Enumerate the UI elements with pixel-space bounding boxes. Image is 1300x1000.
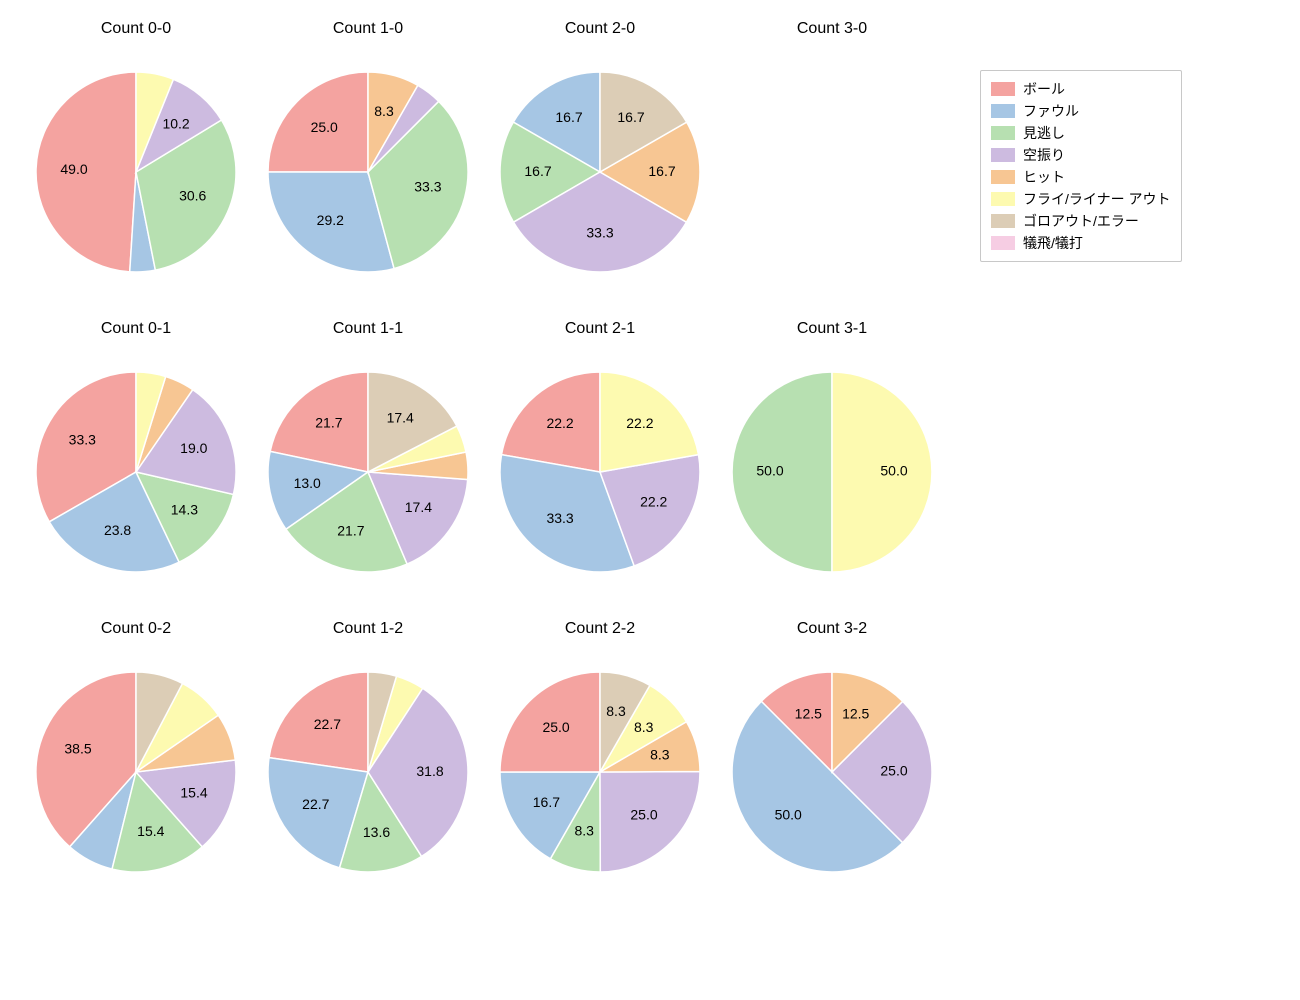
legend-item: ファウル <box>991 101 1171 121</box>
pie-holder: 16.7 16.7 33.3 16.7 16.7 <box>460 32 740 312</box>
pie-slice-label: 16.7 <box>617 109 644 125</box>
legend-label: ゴロアウト/エラー <box>1023 211 1139 231</box>
legend-label: 見逃し <box>1023 123 1065 143</box>
pie-holder: 12.5 50.0 25.0 12.5 <box>692 632 972 912</box>
pie-slice-label: 33.3 <box>546 510 573 526</box>
legend-label: ファウル <box>1023 101 1079 121</box>
pie-panel: Count 3-212.550.025.012.5 <box>716 620 948 920</box>
pie-slice-label: 50.0 <box>775 807 802 823</box>
pie-slice-label: 16.7 <box>524 163 551 179</box>
pie-svg: 16.7 16.7 33.3 16.7 16.7 <box>460 32 740 312</box>
pie-slice-label: 12.5 <box>842 705 869 721</box>
pie-slice-label: 13.0 <box>294 475 321 491</box>
pie-slice-label: 22.2 <box>640 494 667 510</box>
legend-swatch <box>991 192 1015 206</box>
pie-slice-label: 22.7 <box>302 796 329 812</box>
pie-slice-label: 16.7 <box>533 794 560 810</box>
pie-title: Count 3-0 <box>716 20 948 38</box>
legend-label: ヒット <box>1023 167 1065 187</box>
legend-swatch <box>991 170 1015 184</box>
pie-slice-label: 13.6 <box>363 824 390 840</box>
pie-slice-label: 19.0 <box>180 440 207 456</box>
legend-swatch <box>991 236 1015 250</box>
pie-panel: Count 2-122.233.322.222.2 <box>484 320 716 620</box>
legend-swatch <box>991 126 1015 140</box>
legend-item: フライ/ライナー アウト <box>991 189 1171 209</box>
legend-item: ゴロアウト/エラー <box>991 211 1171 231</box>
pie-slice-label: 8.3 <box>634 719 654 735</box>
pie-panel: Count 3-0 <box>716 20 948 320</box>
pie-slice-label: 8.3 <box>650 746 670 762</box>
pie-svg: 50.0 50.0 <box>692 332 972 612</box>
pie-slice-label: 16.7 <box>555 109 582 125</box>
legend-label: フライ/ライナー アウト <box>1023 189 1171 209</box>
pie-slice-label: 33.3 <box>69 432 96 448</box>
pie-slice-label: 10.2 <box>162 115 189 131</box>
legend-item: 見逃し <box>991 123 1171 143</box>
pie-panel: Count 1-025.029.233.38.3 <box>252 20 484 320</box>
legend-item: ヒット <box>991 167 1171 187</box>
pie-holder: 50.0 50.0 <box>692 332 972 612</box>
pie-slice-label: 17.4 <box>405 499 432 515</box>
legend-label: 犠飛/犠打 <box>1023 233 1083 253</box>
pie-slice-label: 33.3 <box>414 179 441 195</box>
legend-swatch <box>991 82 1015 96</box>
pie-slice-label: 50.0 <box>756 463 783 479</box>
pie-slice-label: 22.2 <box>626 415 653 431</box>
pie-panel: Count 1-121.713.021.717.417.4 <box>252 320 484 620</box>
pie-slice-label: 29.2 <box>317 212 344 228</box>
pie-slice-label: 16.7 <box>648 163 675 179</box>
pie-panel: Count 2-225.016.78.325.08.38.38.3 <box>484 620 716 920</box>
legend: ボールファウル見逃し空振りヒットフライ/ライナー アウトゴロアウト/エラー犠飛/… <box>980 70 1182 262</box>
pie-slice-label: 30.6 <box>179 188 206 204</box>
legend-item: ボール <box>991 79 1171 99</box>
pie-slice-label: 50.0 <box>880 463 907 479</box>
pie-slice-label: 14.3 <box>171 502 198 518</box>
legend-label: 空振り <box>1023 145 1065 165</box>
pie-slice-label: 38.5 <box>64 741 91 757</box>
pie-slice-label: 22.7 <box>314 716 341 732</box>
pie-slice-label: 8.3 <box>574 823 594 839</box>
pie-slice-label: 25.0 <box>880 763 907 779</box>
pie-slice-label: 49.0 <box>60 161 87 177</box>
pie-slice-label: 12.5 <box>795 705 822 721</box>
pie-panel: Count 2-016.716.733.316.716.7 <box>484 20 716 320</box>
pie-panel: Count 1-222.722.713.631.8 <box>252 620 484 920</box>
pie-slice-label: 25.0 <box>630 806 657 822</box>
pie-panel: Count 0-049.030.610.2 <box>20 20 252 320</box>
pie-slice-label: 31.8 <box>416 763 443 779</box>
pie-panel: Count 3-150.050.0 <box>716 320 948 620</box>
legend-item: 犠飛/犠打 <box>991 233 1171 253</box>
pie-panel: Count 0-133.323.814.319.0 <box>20 320 252 620</box>
legend-item: 空振り <box>991 145 1171 165</box>
legend-swatch <box>991 104 1015 118</box>
pie-slice-label: 23.8 <box>104 522 131 538</box>
pie-slice-label: 17.4 <box>387 410 414 426</box>
pie-slice-label: 21.7 <box>337 522 364 538</box>
legend-swatch <box>991 148 1015 162</box>
pie-slice-label: 15.4 <box>137 823 164 839</box>
pie-slice-label: 8.3 <box>606 703 626 719</box>
pie-slice-label: 33.3 <box>586 225 613 241</box>
legend-swatch <box>991 214 1015 228</box>
pie-slice-label: 8.3 <box>374 103 394 119</box>
pie-slice-label: 25.0 <box>311 119 338 135</box>
pie-panel: Count 0-238.515.415.4 <box>20 620 252 920</box>
chart-stage: Count 0-049.030.610.2Count 1-025.029.233… <box>0 0 1300 1000</box>
legend-label: ボール <box>1023 79 1065 99</box>
pie-slice-label: 25.0 <box>542 719 569 735</box>
pie-svg: 12.5 50.0 25.0 12.5 <box>692 632 972 912</box>
pie-slice-label: 15.4 <box>180 785 207 801</box>
pie-slice-label: 21.7 <box>315 415 342 431</box>
pie-slice-label: 22.2 <box>546 415 573 431</box>
